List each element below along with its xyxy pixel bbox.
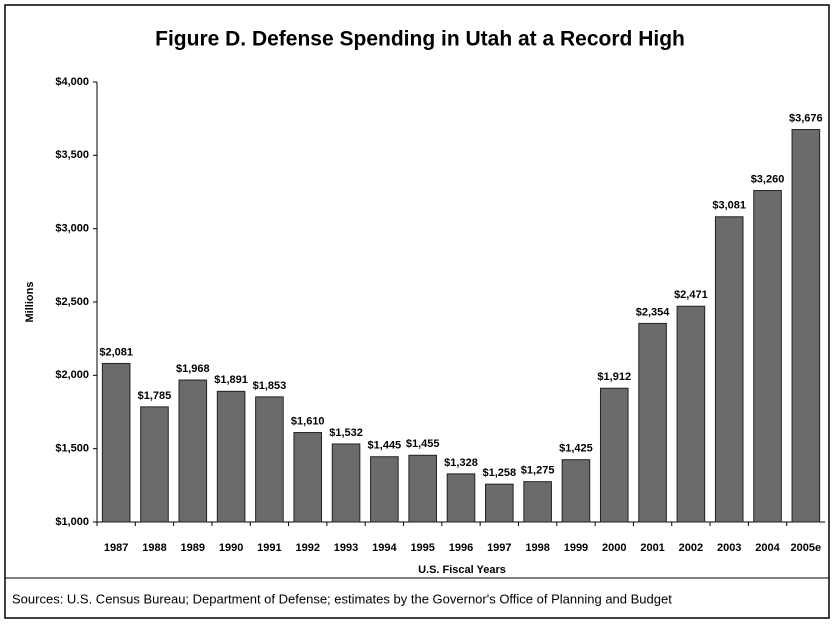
- value-label: $1,258: [482, 467, 516, 479]
- value-label: $3,676: [789, 112, 823, 124]
- value-label: $1,532: [329, 427, 363, 439]
- y-tick-label: $4,000: [55, 76, 89, 88]
- x-tick-label: 1995: [410, 542, 434, 554]
- value-label: $2,081: [99, 346, 133, 358]
- value-label: $1,610: [291, 415, 325, 427]
- bar: [523, 481, 552, 523]
- value-label: $1,275: [521, 465, 555, 477]
- bar: [216, 390, 246, 523]
- x-tick-label: 1994: [372, 542, 397, 554]
- bar: [753, 190, 782, 523]
- y-tick-label: $2,000: [55, 369, 89, 381]
- bar: [599, 387, 629, 523]
- value-label: $3,081: [712, 200, 746, 212]
- value-label: $1,891: [214, 374, 248, 386]
- source-note: Sources: U.S. Census Bureau; Department …: [12, 591, 672, 606]
- x-tick-label: 1999: [564, 542, 588, 554]
- bar: [101, 362, 131, 523]
- x-tick-label: 2004: [755, 542, 780, 554]
- value-label: $1,445: [368, 440, 402, 452]
- x-tick-label: 1997: [487, 542, 511, 554]
- chart-title: Figure D. Defense Spending in Utah at a …: [155, 28, 685, 51]
- bar: [293, 432, 323, 523]
- bar: [638, 322, 667, 523]
- value-label: $1,425: [559, 443, 593, 455]
- x-tick-label: 2003: [717, 542, 741, 554]
- y-tick-label: $3,000: [55, 223, 89, 235]
- bar: [255, 396, 284, 523]
- bar: [446, 473, 476, 523]
- y-tick-label: $3,500: [55, 149, 89, 161]
- value-label: $2,354: [636, 306, 671, 318]
- value-label: $1,785: [138, 390, 172, 402]
- bar: [714, 216, 744, 523]
- y-tick-label: $1,000: [55, 516, 89, 528]
- value-label: $2,471: [674, 289, 708, 301]
- bar: [331, 443, 361, 523]
- y-axis-label: Millions: [24, 282, 36, 323]
- value-label: $1,968: [176, 363, 210, 375]
- x-tick-label: 1996: [449, 542, 473, 554]
- x-tick-label: 1991: [257, 542, 281, 554]
- value-label: $1,455: [406, 438, 440, 450]
- bar: [561, 459, 591, 523]
- bar: [791, 129, 821, 523]
- x-tick-label: 1990: [219, 542, 243, 554]
- bar: [178, 379, 208, 523]
- frame: [4, 4, 830, 619]
- value-label: $3,260: [751, 173, 785, 185]
- x-tick-label: 2005e: [791, 542, 822, 554]
- x-axis-label: U.S. Fiscal Years: [418, 564, 506, 576]
- value-label: $1,853: [253, 380, 287, 392]
- bar: [408, 454, 437, 523]
- x-tick-label: 2002: [679, 542, 703, 554]
- x-tick-label: 1998: [525, 542, 549, 554]
- bar: [140, 406, 169, 523]
- x-tick-label: 1987: [104, 542, 128, 554]
- value-label: $1,328: [444, 457, 478, 469]
- y-tick-label: $1,500: [55, 443, 89, 455]
- x-tick-label: 1988: [142, 542, 166, 554]
- value-label: $1,912: [597, 371, 631, 383]
- x-tick-label: 2001: [640, 542, 664, 554]
- bar: [370, 456, 399, 523]
- bar: [676, 305, 706, 523]
- y-tick-label: $2,500: [55, 296, 89, 308]
- x-tick-label: 1993: [334, 542, 358, 554]
- x-tick-label: 1992: [295, 542, 319, 554]
- x-tick-label: 1989: [181, 542, 205, 554]
- bar: [485, 483, 514, 523]
- x-tick-label: 2000: [602, 542, 626, 554]
